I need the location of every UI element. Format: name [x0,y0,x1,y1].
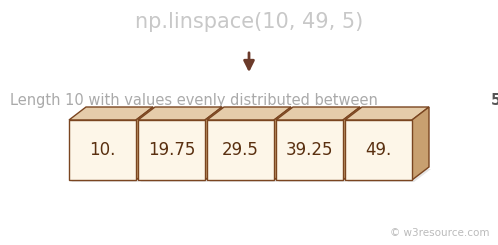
Polygon shape [207,120,274,180]
Polygon shape [412,107,429,180]
Polygon shape [205,107,222,180]
Polygon shape [207,107,291,120]
Polygon shape [345,107,429,120]
Polygon shape [209,169,293,182]
Polygon shape [345,120,412,180]
Text: 39.25: 39.25 [286,141,333,159]
Polygon shape [138,107,222,120]
Polygon shape [138,120,205,180]
Text: np.linspace(10, 49, 5): np.linspace(10, 49, 5) [135,12,363,32]
Text: 19.75: 19.75 [148,141,195,159]
Polygon shape [71,169,155,182]
Polygon shape [278,169,362,182]
Polygon shape [347,169,431,182]
Text: © w3resource.com: © w3resource.com [390,228,490,238]
Polygon shape [276,120,343,180]
Text: Length 10 with values evenly distributed between: Length 10 with values evenly distributed… [10,93,382,108]
Polygon shape [276,107,360,120]
Polygon shape [274,107,291,180]
Polygon shape [140,169,224,182]
Text: 49.: 49. [366,141,391,159]
Polygon shape [343,107,360,180]
Polygon shape [136,107,153,180]
Polygon shape [69,107,153,120]
Polygon shape [69,120,136,180]
Text: 10.: 10. [89,141,116,159]
Text: 5: 5 [491,93,498,108]
Text: 29.5: 29.5 [222,141,259,159]
